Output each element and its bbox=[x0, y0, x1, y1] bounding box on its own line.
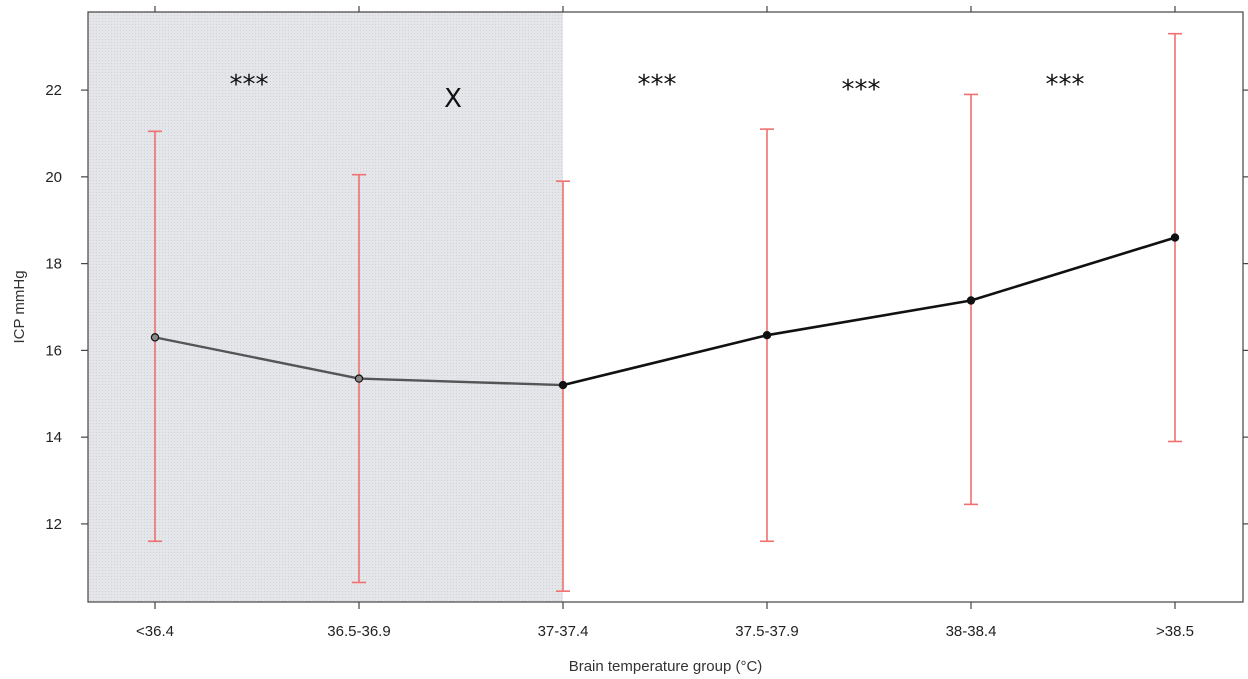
x-tick-label: 37.5-37.9 bbox=[735, 623, 798, 640]
x-tick-label: <36.4 bbox=[136, 623, 174, 640]
y-tick-label: 14 bbox=[45, 429, 62, 446]
series-line-segment bbox=[562, 333, 768, 387]
significance-annotation: *** bbox=[638, 70, 677, 100]
series-line-segment bbox=[970, 236, 1176, 302]
series-line-segment bbox=[154, 336, 360, 380]
y-tick-label: 20 bbox=[45, 169, 62, 186]
data-point bbox=[966, 296, 976, 305]
data-point bbox=[354, 374, 364, 383]
shaded-region bbox=[88, 12, 563, 602]
series-line-segment bbox=[358, 377, 564, 387]
data-point bbox=[762, 330, 772, 340]
x-tick-label: 38-38.4 bbox=[946, 623, 997, 640]
data-point bbox=[150, 333, 160, 342]
y-tick-label: 12 bbox=[45, 516, 62, 533]
x-tick-label: 37-37.4 bbox=[538, 623, 589, 640]
plot-frame bbox=[87, 11, 1244, 603]
significance-annotation: *** bbox=[842, 75, 881, 105]
significance-annotation: X bbox=[444, 84, 462, 114]
y-tick-label: 18 bbox=[45, 256, 62, 273]
x-tick-label: 36.5-36.9 bbox=[327, 623, 390, 640]
y-axis-label: ICP mmHg bbox=[11, 270, 28, 343]
significance-annotation: *** bbox=[1046, 70, 1085, 100]
data-point bbox=[1170, 233, 1180, 242]
y-tick-label: 16 bbox=[45, 342, 62, 359]
y-tick-label: 22 bbox=[45, 82, 62, 99]
series-line-segment bbox=[766, 299, 972, 337]
significance-annotation: *** bbox=[230, 70, 269, 100]
x-axis-label: Brain temperature group (°C) bbox=[569, 658, 763, 675]
data-point bbox=[558, 380, 568, 390]
x-tick-label: >38.5 bbox=[1156, 623, 1194, 640]
